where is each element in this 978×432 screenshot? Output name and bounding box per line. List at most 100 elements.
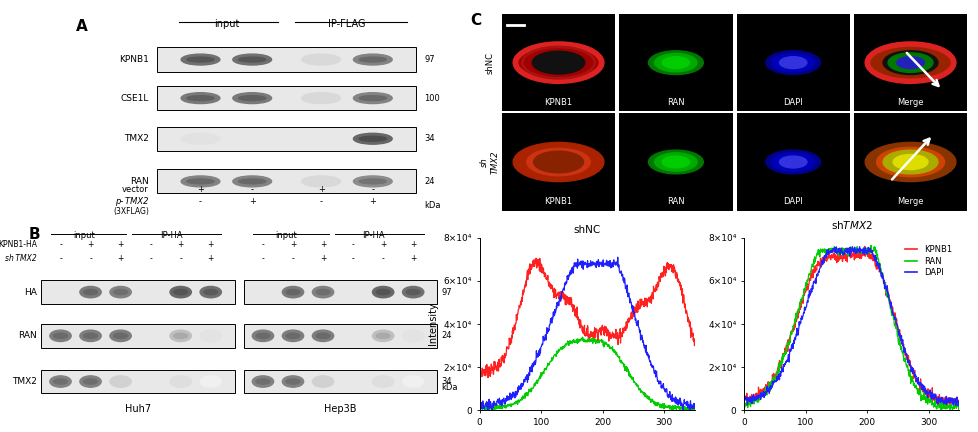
Text: -: - <box>199 197 201 206</box>
Text: B: B <box>28 227 40 241</box>
Ellipse shape <box>402 376 423 387</box>
Ellipse shape <box>402 286 423 298</box>
Ellipse shape <box>256 333 270 338</box>
Ellipse shape <box>316 289 330 295</box>
Text: -: - <box>179 254 182 263</box>
Ellipse shape <box>181 133 220 144</box>
Text: TMX2: TMX2 <box>12 377 37 386</box>
Ellipse shape <box>170 376 191 387</box>
Text: RAN: RAN <box>18 331 37 340</box>
Ellipse shape <box>359 96 386 101</box>
Legend: KPNB1, RAN, DAPI: KPNB1, RAN, DAPI <box>901 242 955 280</box>
Text: IP-FLAG: IP-FLAG <box>328 19 366 29</box>
Text: Hep3B: Hep3B <box>324 404 356 414</box>
Ellipse shape <box>233 54 271 65</box>
Text: +: + <box>369 197 376 206</box>
Ellipse shape <box>83 379 98 384</box>
Text: 97: 97 <box>441 288 452 297</box>
Text: input: input <box>275 231 296 240</box>
Text: -: - <box>261 240 264 249</box>
Circle shape <box>875 147 944 177</box>
Text: +: + <box>117 240 123 249</box>
Ellipse shape <box>376 289 389 295</box>
Ellipse shape <box>83 289 98 295</box>
Text: C: C <box>469 13 480 28</box>
Text: -: - <box>351 254 354 263</box>
Text: 24: 24 <box>424 177 434 186</box>
Text: kDa: kDa <box>441 383 458 392</box>
Ellipse shape <box>170 286 191 298</box>
Ellipse shape <box>353 176 392 187</box>
Ellipse shape <box>286 379 299 384</box>
Bar <box>157 48 416 72</box>
Circle shape <box>882 150 937 174</box>
Text: +: + <box>289 240 296 249</box>
Text: vector: vector <box>122 185 149 194</box>
Text: +: + <box>320 240 326 249</box>
Ellipse shape <box>312 286 333 298</box>
Text: sh TMX2: sh TMX2 <box>5 254 37 263</box>
Text: -: - <box>59 254 62 263</box>
Ellipse shape <box>110 330 131 342</box>
Bar <box>502 113 614 211</box>
Ellipse shape <box>312 330 333 342</box>
Ellipse shape <box>402 330 423 342</box>
Circle shape <box>882 51 937 74</box>
Title: shNC: shNC <box>573 226 600 235</box>
Circle shape <box>533 52 583 73</box>
Text: RAN: RAN <box>666 197 684 206</box>
Text: DAPI: DAPI <box>782 197 802 206</box>
Ellipse shape <box>80 286 101 298</box>
Text: -: - <box>371 185 374 194</box>
Text: +: + <box>320 254 326 263</box>
Ellipse shape <box>353 133 392 144</box>
Text: Huh7: Huh7 <box>125 404 151 414</box>
Circle shape <box>865 43 955 82</box>
Text: +: + <box>317 185 325 194</box>
Text: KPNB1: KPNB1 <box>118 55 149 64</box>
Ellipse shape <box>181 54 220 65</box>
Ellipse shape <box>282 376 303 387</box>
Text: KPNB1: KPNB1 <box>544 197 572 206</box>
Bar <box>41 370 235 394</box>
Text: -: - <box>149 254 152 263</box>
Text: +: + <box>207 254 214 263</box>
Ellipse shape <box>54 333 67 338</box>
Text: A: A <box>75 19 87 34</box>
Text: -: - <box>59 240 62 249</box>
Text: HA: HA <box>23 288 37 297</box>
Text: +: + <box>410 240 416 249</box>
Ellipse shape <box>301 54 340 65</box>
Text: -: - <box>291 254 294 263</box>
Circle shape <box>778 57 806 69</box>
Text: KPNB1: KPNB1 <box>544 98 572 107</box>
Text: -: - <box>89 254 92 263</box>
Circle shape <box>647 51 702 74</box>
Circle shape <box>772 54 814 72</box>
Circle shape <box>654 153 696 171</box>
Ellipse shape <box>80 330 101 342</box>
Text: input: input <box>72 231 95 240</box>
Text: Merge: Merge <box>897 98 923 107</box>
Ellipse shape <box>359 179 386 184</box>
Ellipse shape <box>203 289 217 295</box>
Text: p- TMX2: p- TMX2 <box>115 197 149 206</box>
Ellipse shape <box>233 176 271 187</box>
Ellipse shape <box>282 330 303 342</box>
Ellipse shape <box>376 333 389 338</box>
Ellipse shape <box>233 93 271 104</box>
Bar <box>735 113 849 211</box>
Bar <box>735 14 849 111</box>
Circle shape <box>526 148 590 176</box>
Bar <box>853 113 966 211</box>
Ellipse shape <box>200 376 221 387</box>
Circle shape <box>765 150 820 174</box>
Ellipse shape <box>181 176 220 187</box>
Circle shape <box>512 143 603 181</box>
Text: TMX2: TMX2 <box>124 134 149 143</box>
Text: 34: 34 <box>441 377 452 386</box>
Circle shape <box>765 51 820 74</box>
Text: shNC: shNC <box>485 52 494 73</box>
Text: -: - <box>351 240 354 249</box>
Circle shape <box>865 143 955 181</box>
